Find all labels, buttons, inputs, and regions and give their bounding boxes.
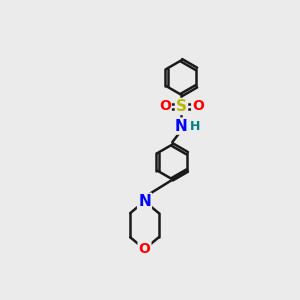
Text: O: O bbox=[192, 100, 204, 113]
Text: S: S bbox=[176, 99, 187, 114]
Text: H: H bbox=[190, 120, 200, 133]
Text: O: O bbox=[139, 242, 150, 256]
Text: O: O bbox=[159, 100, 171, 113]
Text: N: N bbox=[138, 194, 151, 209]
Text: N: N bbox=[175, 118, 188, 134]
